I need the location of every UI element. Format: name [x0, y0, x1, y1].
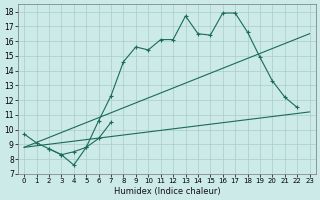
X-axis label: Humidex (Indice chaleur): Humidex (Indice chaleur) — [114, 187, 220, 196]
